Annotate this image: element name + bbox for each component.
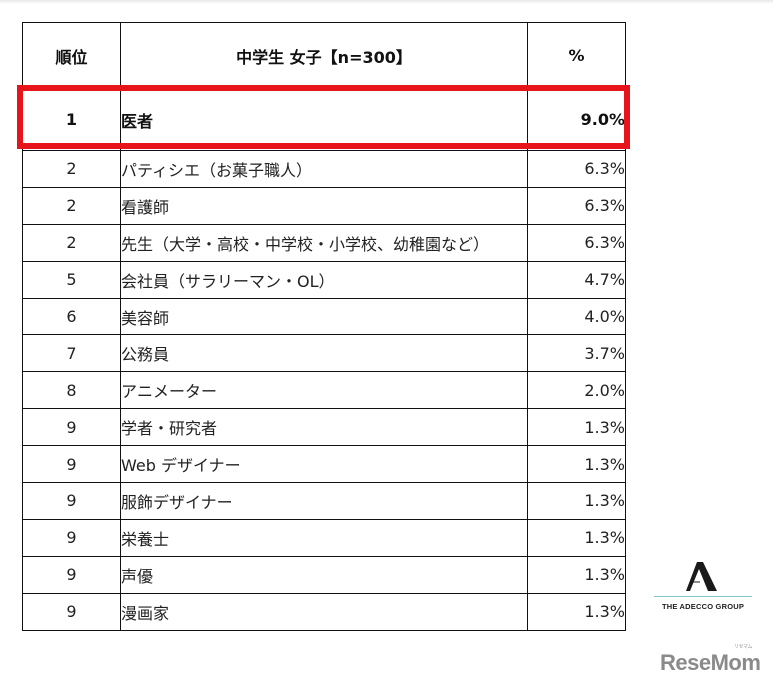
percent-cell: 1.3% xyxy=(527,592,626,631)
header-job: 中学生 女子【n=300】 xyxy=(120,22,528,89)
adecco-a-icon xyxy=(648,560,758,592)
header-rank: 順位 xyxy=(22,22,121,89)
table-row: 9 Web デザイナー 1.3% xyxy=(22,445,626,484)
percent-cell: 4.0% xyxy=(527,297,626,336)
job-cell: 服飾デザイナー xyxy=(120,482,528,520)
table-row: 5 会社員（サラリーマン・OL） 4.7% xyxy=(22,260,626,299)
table-row: 9 声優 1.3% xyxy=(22,555,626,594)
percent-cell: 1.3% xyxy=(527,445,626,484)
job-cell: 看護師 xyxy=(120,186,528,225)
table-row: 9 漫画家 1.3% xyxy=(22,592,626,631)
job-cell: 会社員（サラリーマン・OL） xyxy=(120,260,528,299)
table-row: 2 先生（大学・高校・中学校・小学校、幼稚園など） 6.3% xyxy=(22,223,626,262)
rank-cell: 9 xyxy=(22,518,121,557)
adecco-name: THE ADECCO GROUP xyxy=(661,602,745,611)
job-cell: 公務員 xyxy=(120,334,528,373)
ranking-table: 順位 中学生 女子【n=300】 % 1 医者 9.0% 2 パティシエ（お菓子… xyxy=(22,22,626,631)
percent-cell: 6.3% xyxy=(527,186,626,225)
header-percent: % xyxy=(527,22,626,89)
rank-cell: 6 xyxy=(22,297,121,336)
job-cell: 漫画家 xyxy=(120,592,528,631)
rank-cell: 9 xyxy=(22,408,121,447)
top-shade xyxy=(0,0,773,4)
percent-cell: 3.7% xyxy=(527,334,626,373)
rank-cell: 5 xyxy=(22,260,121,299)
percent-cell: 6.3% xyxy=(527,150,626,188)
rank-cell: 1 xyxy=(22,88,121,151)
percent-cell: 1.3% xyxy=(527,518,626,557)
rank-cell: 9 xyxy=(22,445,121,484)
job-cell: 医者 xyxy=(120,88,528,151)
percent-cell: 1.3% xyxy=(527,482,626,520)
rank-cell: 8 xyxy=(22,371,121,410)
rank-cell: 2 xyxy=(22,223,121,262)
table-row: 7 公務員 3.7% xyxy=(22,334,626,373)
percent-cell: 1.3% xyxy=(527,555,626,594)
rank-cell: 2 xyxy=(22,150,121,188)
rank-cell: 9 xyxy=(22,592,121,631)
percent-cell: 6.3% xyxy=(527,223,626,262)
job-cell: Web デザイナー xyxy=(120,445,528,484)
rank-cell: 2 xyxy=(22,186,121,225)
percent-cell: 1.3% xyxy=(527,408,626,447)
table-row: 2 看護師 6.3% xyxy=(22,186,626,225)
rank-cell: 7 xyxy=(22,334,121,373)
rank-cell: 9 xyxy=(22,555,121,594)
table-row: 9 学者・研究者 1.3% xyxy=(22,408,626,447)
table-header-row: 順位 中学生 女子【n=300】 % xyxy=(22,22,626,89)
resemom-text: ReseMom xyxy=(660,650,761,675)
job-cell: 学者・研究者 xyxy=(120,408,528,447)
percent-cell: 4.7% xyxy=(527,260,626,299)
resemom-logo: ReseMom リセマム xyxy=(660,644,761,676)
table-row: 9 服飾デザイナー 1.3% xyxy=(22,482,626,520)
table-row: 9 栄養士 1.3% xyxy=(22,518,626,557)
resemom-kana: リセマム xyxy=(734,644,753,650)
percent-cell: 2.0% xyxy=(527,371,626,410)
job-cell: 声優 xyxy=(120,555,528,594)
job-cell: パティシエ（お菓子職人） xyxy=(120,150,528,188)
adecco-logo: THE ADECCO GROUP xyxy=(648,560,758,611)
table-row: 6 美容師 4.0% xyxy=(22,297,626,336)
table-row: 1 医者 9.0% xyxy=(22,88,626,151)
adecco-rule xyxy=(654,596,752,597)
table-row: 2 パティシエ（お菓子職人） 6.3% xyxy=(22,150,626,188)
table-row: 8 アニメーター 2.0% xyxy=(22,371,626,410)
job-cell: 美容師 xyxy=(120,297,528,336)
job-cell: 栄養士 xyxy=(120,518,528,557)
percent-cell: 9.0% xyxy=(527,88,626,151)
rank-cell: 9 xyxy=(22,482,121,520)
job-cell: アニメーター xyxy=(120,371,528,410)
job-cell: 先生（大学・高校・中学校・小学校、幼稚園など） xyxy=(120,223,528,262)
